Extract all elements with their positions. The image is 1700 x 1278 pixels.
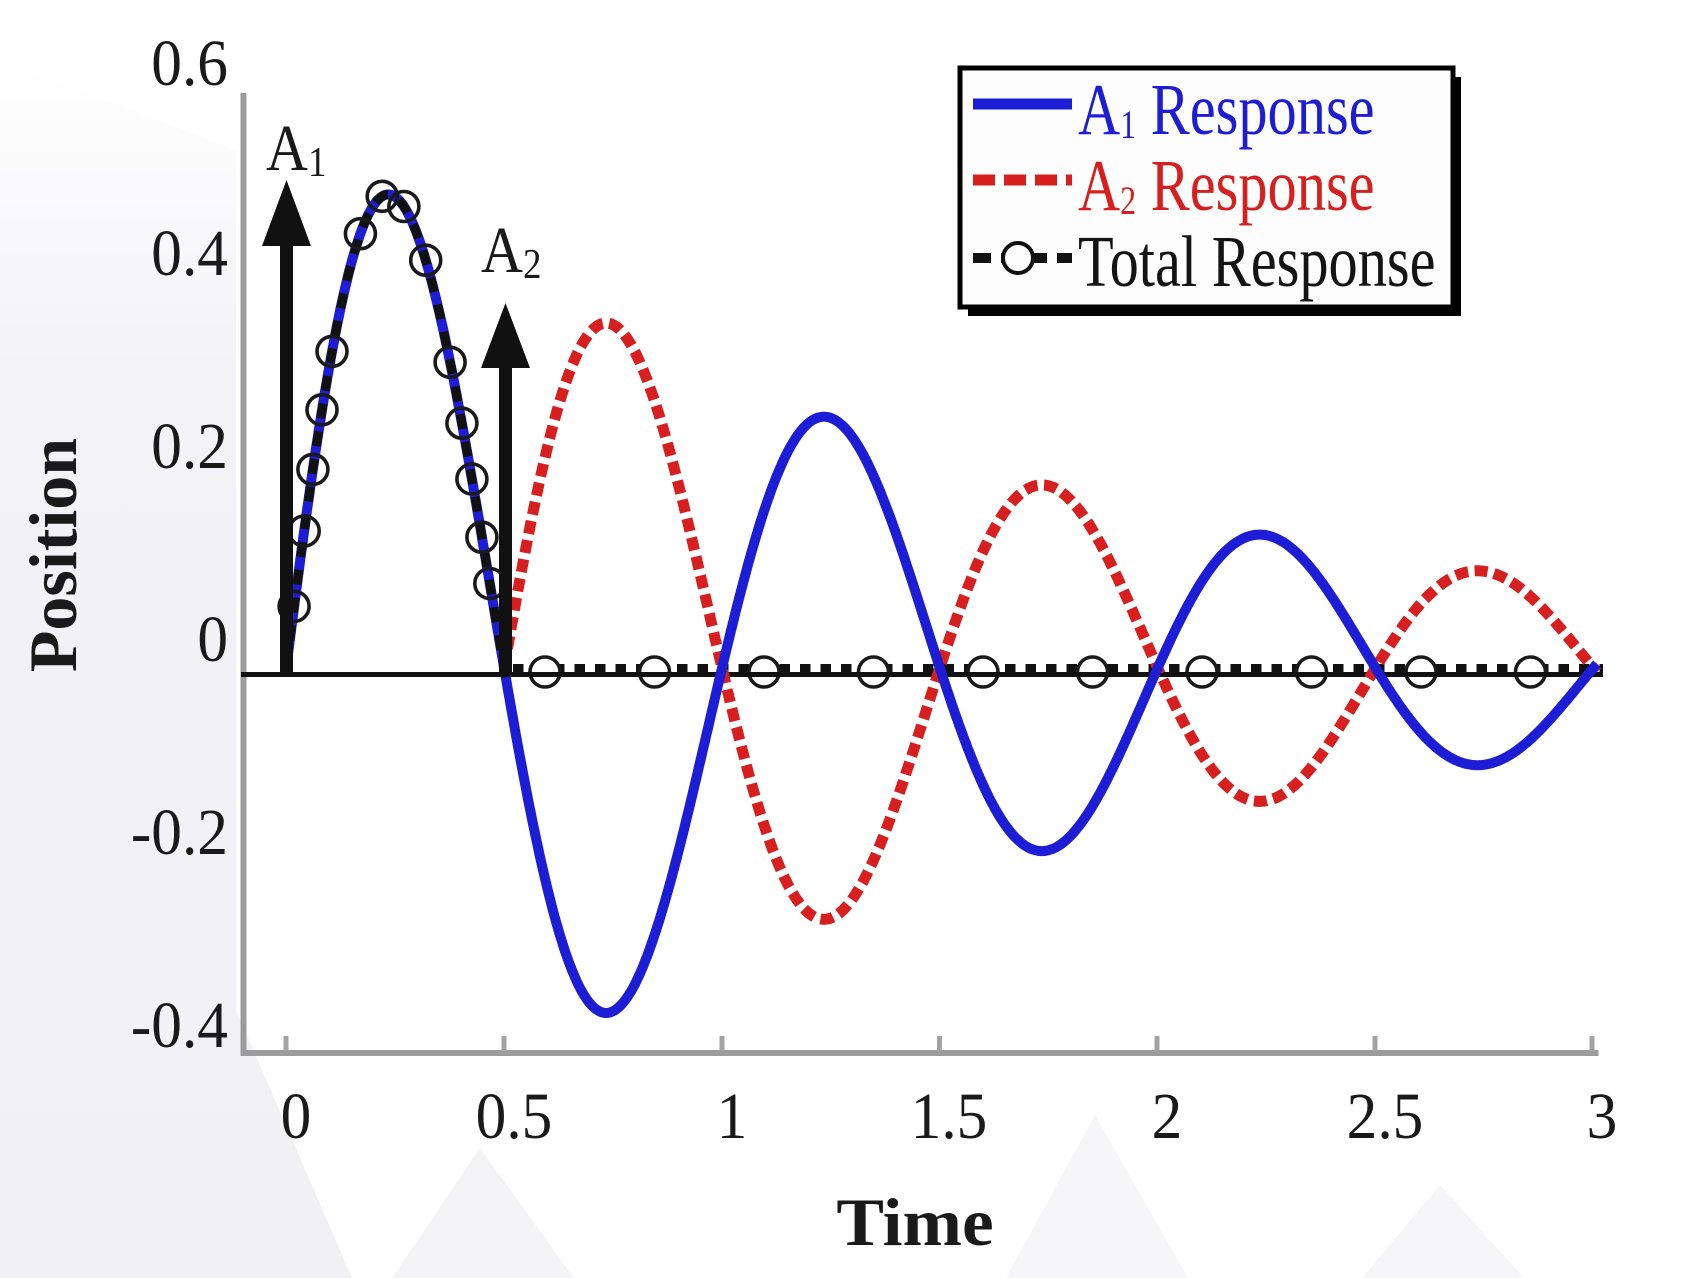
svg-text:0.6: 0.6 — [151, 26, 228, 100]
svg-text:3: 3 — [1587, 1079, 1618, 1153]
svg-text:2.5: 2.5 — [1347, 1079, 1424, 1153]
svg-text:0.4: 0.4 — [151, 216, 228, 290]
svg-text:0.5: 0.5 — [476, 1079, 553, 1153]
svg-text:-0.4: -0.4 — [131, 988, 228, 1062]
svg-text:1: 1 — [717, 1079, 748, 1153]
svg-text:Position: Position — [15, 438, 91, 672]
svg-text:Total Response: Total Response — [1078, 222, 1436, 303]
svg-text:-0.2: -0.2 — [131, 795, 228, 869]
svg-text:0.2: 0.2 — [151, 409, 228, 483]
svg-text:0: 0 — [281, 1079, 312, 1153]
svg-text:A2 Response: A2 Response — [1078, 146, 1375, 227]
svg-text:2: 2 — [1152, 1079, 1183, 1153]
svg-text:1.5: 1.5 — [911, 1079, 988, 1153]
svg-text:0: 0 — [197, 602, 228, 676]
svg-text:Time: Time — [836, 1186, 993, 1261]
